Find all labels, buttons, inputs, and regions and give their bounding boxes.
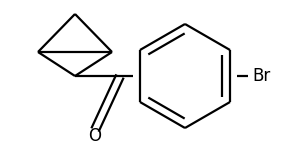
Text: O: O — [88, 127, 101, 145]
Text: Br: Br — [252, 67, 270, 85]
